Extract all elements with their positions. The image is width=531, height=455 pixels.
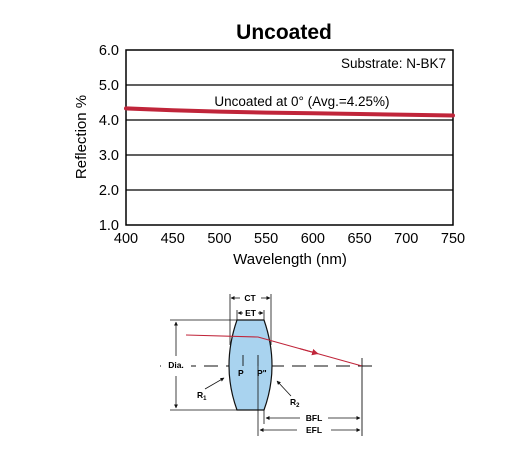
lens-body [228, 319, 273, 411]
x-tick-label: 650 [347, 231, 371, 247]
x-tick-label: 450 [161, 231, 185, 247]
p-label: P [238, 368, 244, 378]
y-tick-label: 6.0 [99, 43, 119, 59]
x-tick-label: 400 [114, 231, 138, 247]
r2-label: R2 [290, 397, 300, 409]
light-ray [185, 334, 363, 367]
r1-label: R1 [197, 390, 207, 402]
x-tick-label: 500 [207, 231, 231, 247]
et-label: ET [245, 308, 257, 318]
series-line [124, 106, 455, 118]
bfl-label: BFL [306, 413, 323, 423]
x-tick-labels: 400 450 500 550 600 650 700 750 [114, 231, 465, 247]
substrate-annotation: Substrate: N-BK7 [341, 56, 446, 71]
x-tick-label: 550 [254, 231, 278, 247]
ray-arrow [299, 348, 319, 356]
r2-arrow [276, 380, 292, 397]
y-tick-labels: 1.0 2.0 3.0 4.0 5.0 6.0 [99, 43, 119, 234]
series-label: Uncoated at 0° (Avg.=4.25%) [214, 94, 389, 109]
lens-diagram: CT ET Dia. P P" R1 R2 BFL EFL [160, 293, 378, 436]
ct-label: CT [244, 293, 256, 303]
p-prime-label: P" [257, 368, 267, 378]
reflection-chart: Uncoated 1.0 2.0 3.0 4.0 5.0 6.0 400 450 500 550… [73, 21, 465, 268]
y-tick-label: 4.0 [99, 113, 119, 129]
x-axis-label: Wavelength (nm) [233, 251, 347, 268]
y-tick-label: 3.0 [99, 148, 119, 164]
r1-arrow [204, 377, 225, 390]
y-tick-label: 2.0 [99, 183, 119, 199]
plot-frame [125, 49, 454, 226]
chart-title: Uncoated [236, 21, 332, 44]
series-layer: Uncoated at 0° (Avg.=4.25%) [124, 94, 455, 118]
gridlines [126, 84, 453, 191]
y-tick-label: 5.0 [99, 78, 119, 94]
dia-label: Dia. [168, 360, 184, 370]
x-tick-label: 600 [301, 231, 325, 247]
y-tick-label: 1.0 [99, 218, 119, 234]
x-tick-label: 700 [394, 231, 418, 247]
y-axis-label: Reflection % [73, 95, 90, 179]
efl-label: EFL [306, 425, 322, 435]
x-tick-label: 750 [441, 231, 465, 247]
